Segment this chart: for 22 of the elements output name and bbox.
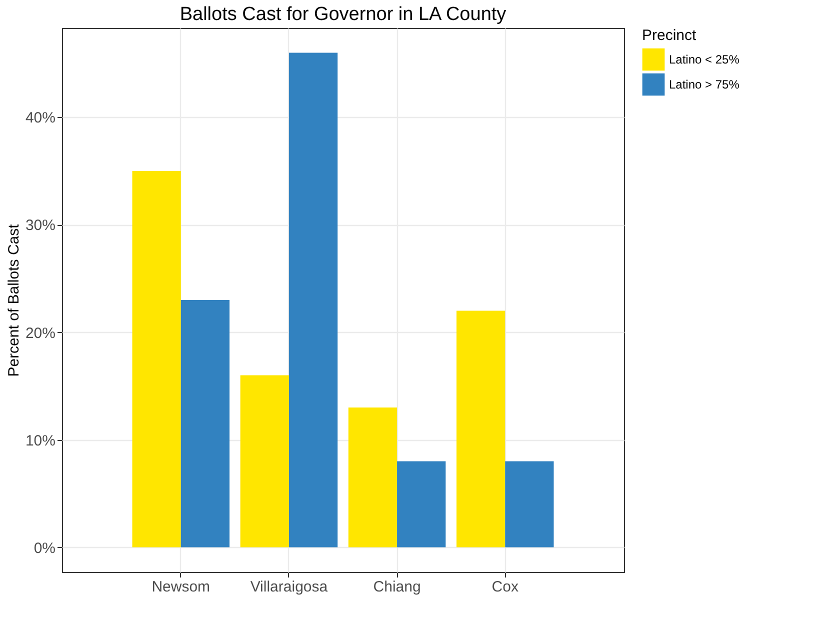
y-tick-label: 30% <box>25 217 56 234</box>
y-tick-label: 10% <box>25 432 56 450</box>
y-tick-label: 40% <box>25 110 56 127</box>
bar <box>240 375 289 548</box>
x-tick-label: Villaraigosa <box>250 578 328 596</box>
bar <box>132 170 181 548</box>
bar <box>180 300 230 548</box>
legend-title: Precinct <box>642 27 698 44</box>
x-tick-label: Chiang <box>373 578 421 596</box>
chart-title: Ballots Cast for Governor in LA County <box>180 4 507 25</box>
bar <box>505 461 554 548</box>
bar <box>288 52 338 548</box>
bar <box>456 310 506 548</box>
legend-label: Latino < 25% <box>669 52 740 66</box>
bar <box>397 461 446 548</box>
bar <box>348 408 398 548</box>
x-tick-label: Newsom <box>152 578 210 596</box>
x-tick-label: Cox <box>492 578 519 596</box>
y-axis-title: Percent of Ballots Cast <box>5 223 22 377</box>
y-tick-label: 0% <box>34 540 56 557</box>
legend-label: Latino > 75% <box>669 78 740 92</box>
y-tick-label: 20% <box>25 324 56 342</box>
